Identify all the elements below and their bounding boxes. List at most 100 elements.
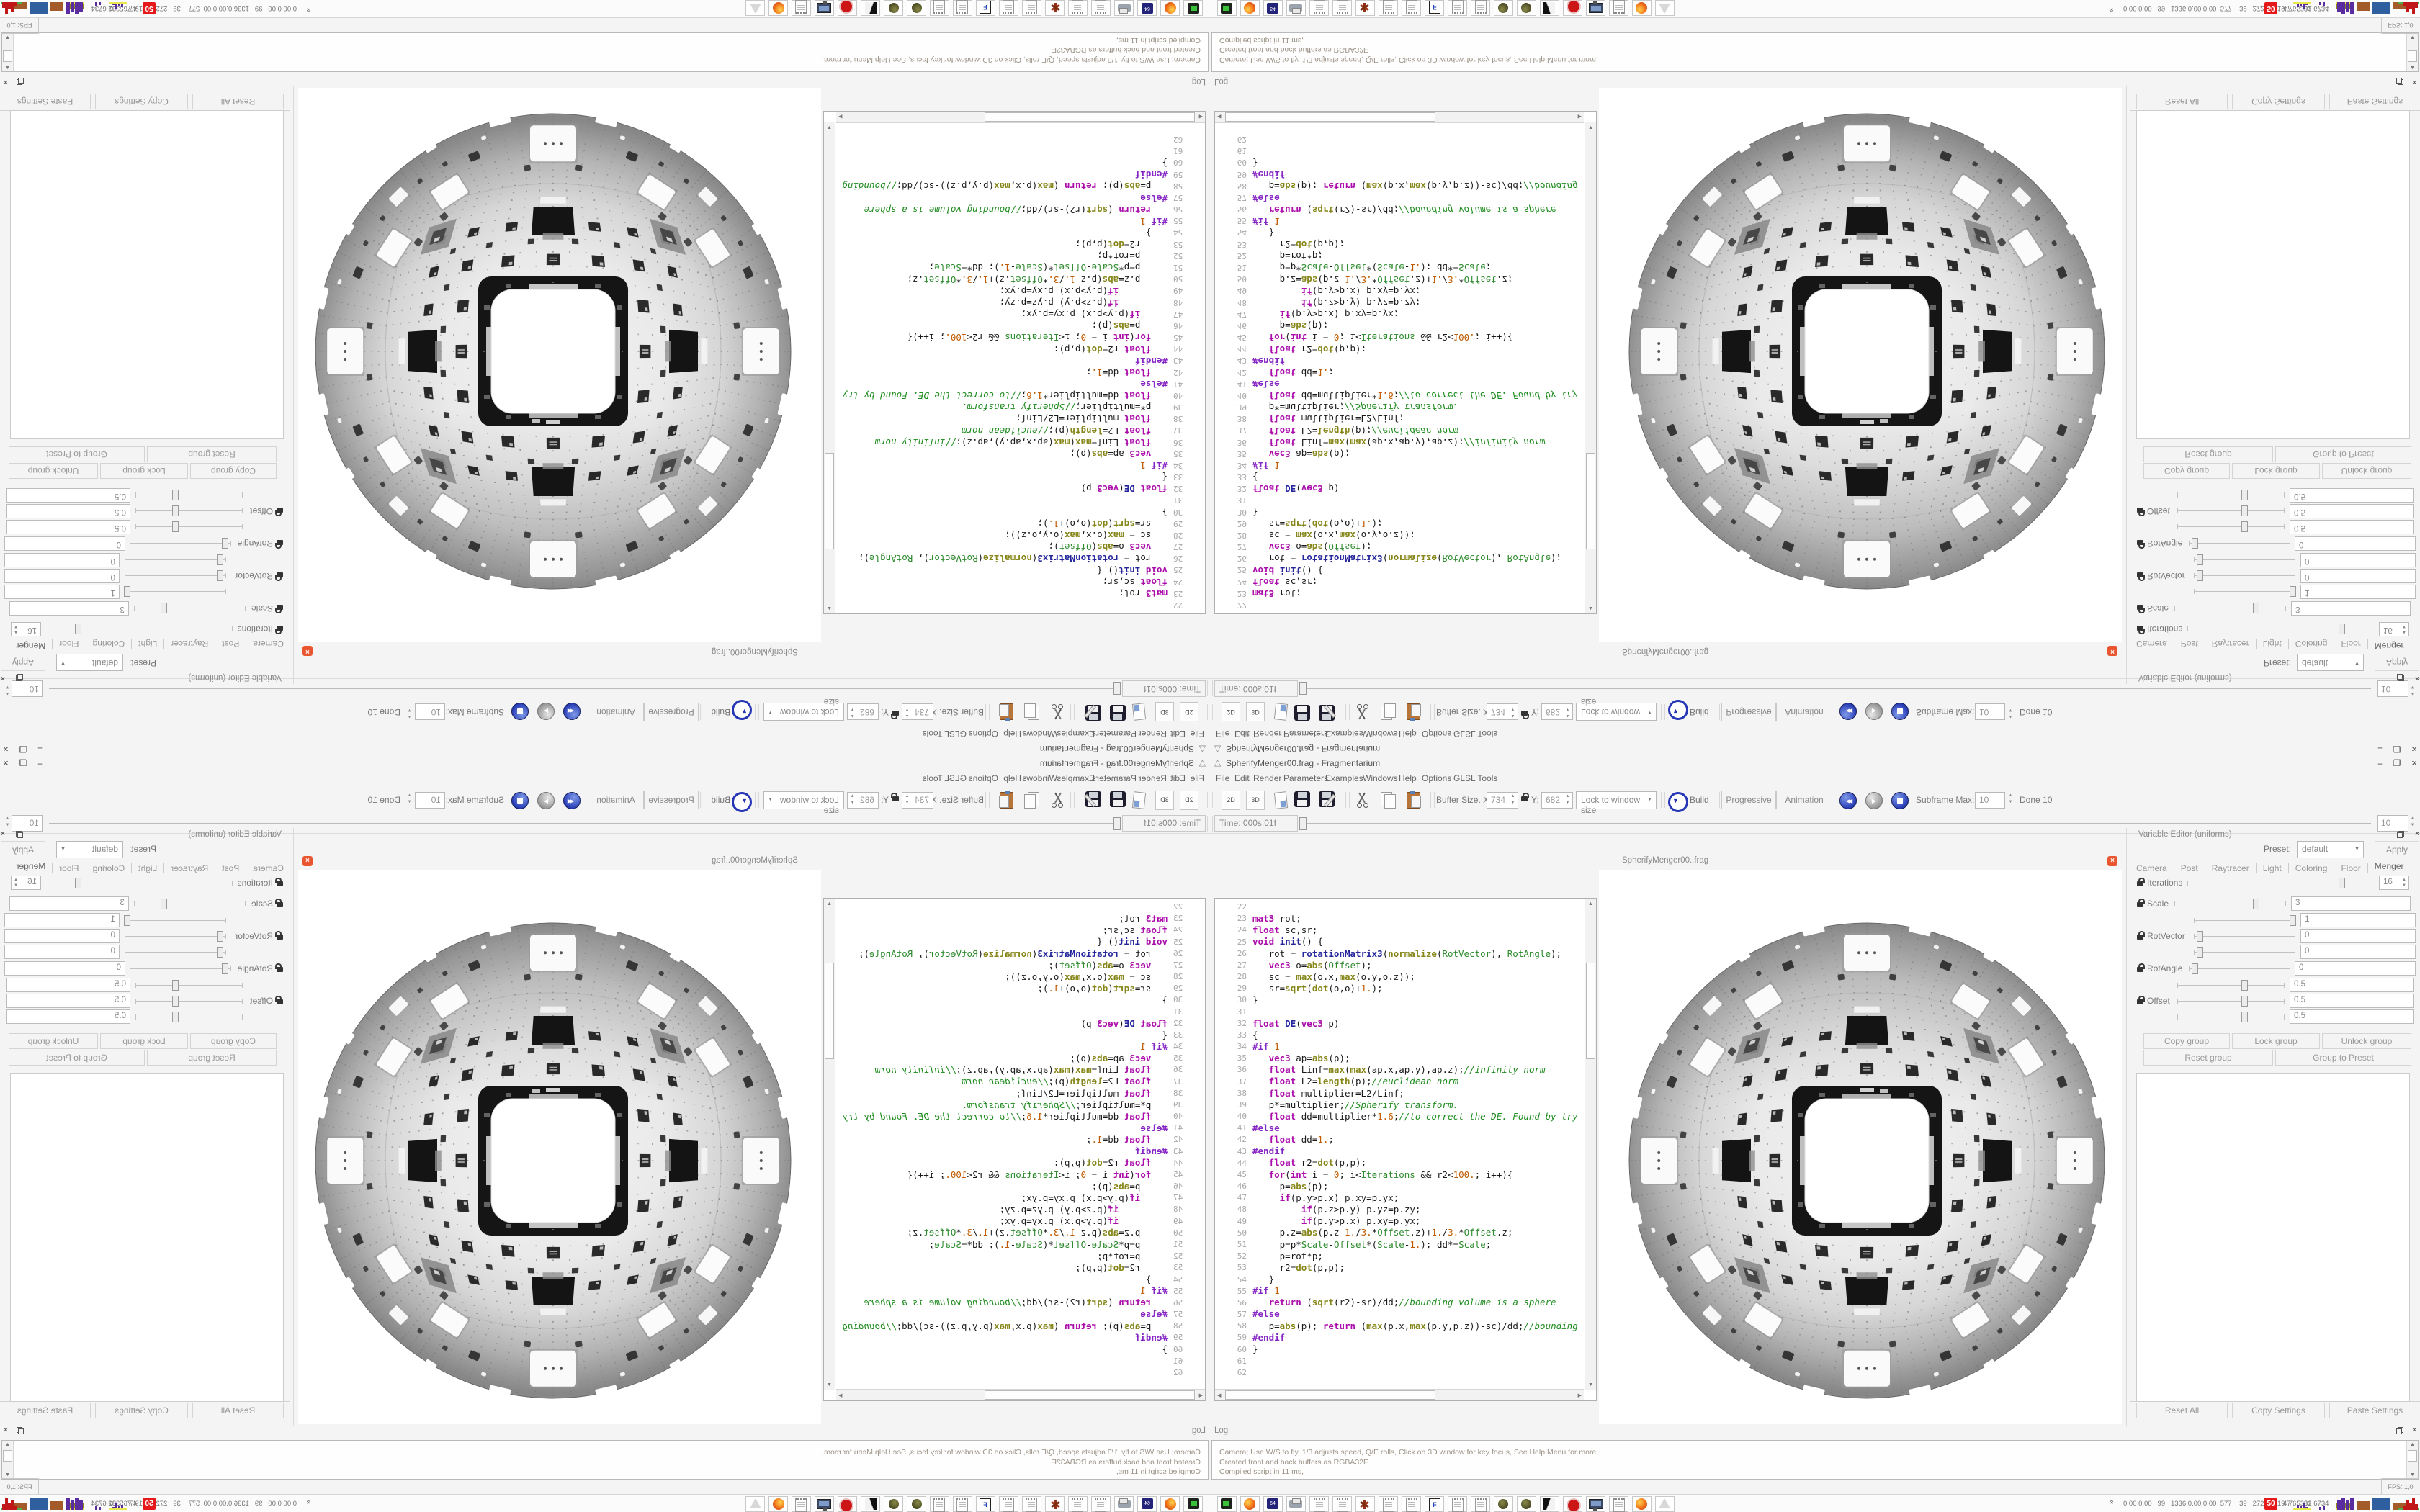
- cut-icon[interactable]: [1353, 791, 1373, 809]
- taskbar-terminal-icon[interactable]: [1183, 1496, 1203, 1512]
- taskbar-firefox-icon[interactable]: [1160, 1496, 1180, 1512]
- time-spin-arrows[interactable]: ▲ ▼: [2410, 816, 2415, 827]
- taskbar-globe-icon[interactable]: [1494, 1496, 1513, 1512]
- paste-settings-button[interactable]: Paste Settings: [2329, 1403, 2420, 1418]
- editor-vscrollbar[interactable]: ▲ ▼: [824, 122, 835, 613]
- title-bar[interactable]: △ SpherifyMenger00.frag - Fragmentarium …: [1210, 756, 2420, 771]
- build-icon[interactable]: ▼: [1668, 700, 1688, 720]
- play-button[interactable]: ▶: [537, 792, 555, 809]
- taskbar-notepad-icon[interactable]: [792, 0, 811, 16]
- time-slider[interactable]: [1302, 823, 2371, 824]
- scroll-up-icon[interactable]: ▲: [5, 65, 10, 70]
- taskbar-notepad-icon[interactable]: [1402, 0, 1421, 16]
- taskbar-monitor-icon[interactable]: [1586, 1496, 1605, 1512]
- log-scroll-thumb[interactable]: [3, 50, 12, 62]
- save-as-icon[interactable]: [1080, 703, 1102, 721]
- taskbar-splat-icon[interactable]: [1355, 1496, 1375, 1512]
- render-tab-title[interactable]: SpherifyMenger00..frag: [1622, 647, 1709, 656]
- view-2d-button[interactable]: 2D: [1222, 791, 1240, 810]
- menu-item-windows[interactable]: Windows: [1363, 729, 1398, 739]
- preset-combo[interactable]: default ▼: [2297, 654, 2364, 671]
- title-bar[interactable]: △ SpherifyMenger00.frag - Fragmentarium …: [0, 756, 1210, 771]
- log-close-icon[interactable]: ×: [4, 1426, 8, 1434]
- tab-menger[interactable]: Menger: [16, 641, 46, 651]
- preset-combo[interactable]: default ▼: [56, 654, 123, 671]
- preset-text-area[interactable]: [10, 110, 284, 439]
- tab-menger[interactable]: Menger: [16, 861, 46, 871]
- taskbar-cat-icon[interactable]: [1540, 1496, 1559, 1512]
- stop-button[interactable]: [1891, 792, 1909, 809]
- scroll-left-icon[interactable]: ◀: [1217, 114, 1222, 119]
- taskbar-notepad-icon[interactable]: [1471, 1496, 1490, 1512]
- taskbar-notepad-icon[interactable]: [1609, 0, 1628, 16]
- buffer-x-spinbox[interactable]: 734 ▲ ▼: [1487, 703, 1518, 720]
- paste-icon[interactable]: [995, 790, 1016, 810]
- taskbar-printer-icon[interactable]: [1114, 1496, 1134, 1512]
- taskbar-notepad-icon[interactable]: [999, 0, 1018, 16]
- taskbar-badge-icon[interactable]: [838, 1496, 857, 1512]
- lock-aspect-icon[interactable]: [1521, 793, 1529, 802]
- taskbar-terminal-icon[interactable]: [1183, 0, 1203, 16]
- buffer-x-spinbox[interactable]: 734 ▲ ▼: [902, 792, 933, 809]
- tab-floor[interactable]: Floor: [2341, 639, 2361, 649]
- cut-icon[interactable]: [1047, 703, 1067, 721]
- preset-combo[interactable]: default ▼: [2297, 841, 2364, 858]
- menu-item-parameters[interactable]: Parameters: [1283, 773, 1329, 783]
- menu-item-file[interactable]: File: [1216, 729, 1230, 739]
- view-3d-button[interactable]: 3D: [1155, 702, 1174, 721]
- editor-hscrollbar[interactable]: ◀ ▶: [836, 112, 1205, 123]
- taskbar-floppy64-icon[interactable]: 64: [1263, 1496, 1283, 1512]
- taskbar-printer-icon[interactable]: [1286, 1496, 1306, 1512]
- taskbar-monitor-icon[interactable]: [1586, 0, 1605, 16]
- scroll-right-icon[interactable]: ▶: [838, 114, 843, 119]
- buffer-size-combo[interactable]: Lock to window size ▼: [763, 791, 844, 815]
- buffer-y-spinbox[interactable]: 682 ▲ ▼: [847, 792, 879, 809]
- render-viewport[interactable]: [1599, 88, 2122, 642]
- progressive-button[interactable]: Progressive: [1721, 791, 1776, 809]
- tab-post[interactable]: Post: [222, 863, 240, 873]
- taskbar-globe-icon[interactable]: [1517, 0, 1536, 16]
- menu-item-render[interactable]: Render: [1138, 773, 1167, 783]
- menu-item-glsl-tools[interactable]: GLSL Tools: [922, 773, 967, 783]
- menu-item-render[interactable]: Render: [1138, 729, 1167, 739]
- taskbar-firefox-icon[interactable]: [1160, 0, 1180, 16]
- build-icon[interactable]: ▼: [732, 792, 752, 812]
- save-as-icon[interactable]: [1080, 791, 1102, 809]
- menu-item-file[interactable]: File: [1190, 773, 1204, 783]
- scroll-right-icon[interactable]: ▶: [1577, 114, 1582, 119]
- buffer-size-combo[interactable]: Lock to window size ▼: [763, 697, 844, 721]
- taskbar-terminal-icon[interactable]: [1217, 0, 1237, 16]
- hscroll-thumb[interactable]: [1225, 112, 1435, 122]
- rewind-button[interactable]: ◀◀: [1839, 792, 1857, 809]
- log-close-icon[interactable]: ×: [2412, 1426, 2416, 1434]
- log-scroll-thumb[interactable]: [2408, 50, 2417, 62]
- hscroll-thumb[interactable]: [985, 1390, 1195, 1400]
- new-file-icon[interactable]: [1131, 791, 1148, 809]
- tab-floor[interactable]: Floor: [59, 639, 79, 649]
- apply-button[interactable]: Apply: [2375, 654, 2419, 671]
- taskbar-notepad-icon[interactable]: [930, 0, 949, 16]
- preset-text-area[interactable]: [2136, 110, 2410, 439]
- taskbar-firefox-icon[interactable]: [768, 1496, 788, 1512]
- subframe-spin-arrows[interactable]: ▲ ▼: [2008, 708, 2013, 719]
- dock-close-icon[interactable]: ×: [2415, 830, 2419, 838]
- copy-settings-button[interactable]: Copy Settings: [2232, 94, 2325, 109]
- vscroll-thumb[interactable]: [1586, 453, 1595, 549]
- subframe-spin-arrows[interactable]: ▲ ▼: [407, 793, 412, 804]
- taskbar-notepad-icon[interactable]: [1379, 0, 1398, 16]
- taskbar-notepad-icon[interactable]: [953, 1496, 972, 1512]
- cut-icon[interactable]: [1047, 791, 1067, 809]
- taskbar-notepad-icon[interactable]: [999, 1496, 1018, 1512]
- preset-text-area[interactable]: [2136, 1073, 2410, 1402]
- render-tab-close-button[interactable]: ×: [302, 856, 313, 866]
- menu-item-examples[interactable]: Examples: [1057, 729, 1095, 739]
- tab-camera[interactable]: Camera: [253, 639, 284, 649]
- play-button[interactable]: ▶: [537, 703, 555, 720]
- scroll-down-icon[interactable]: ▼: [1588, 125, 1593, 130]
- hscroll-thumb[interactable]: [985, 112, 1195, 122]
- taskbar-monitor-icon[interactable]: [815, 1496, 834, 1512]
- code-text[interactable]: mat3 rot; float sc,sr; void init() { rot =…: [842, 913, 1168, 1354]
- taskbar-splat-icon[interactable]: [1045, 1496, 1065, 1512]
- time-slider-thumb[interactable]: [1113, 817, 1121, 830]
- scroll-down-icon[interactable]: ▼: [827, 125, 832, 130]
